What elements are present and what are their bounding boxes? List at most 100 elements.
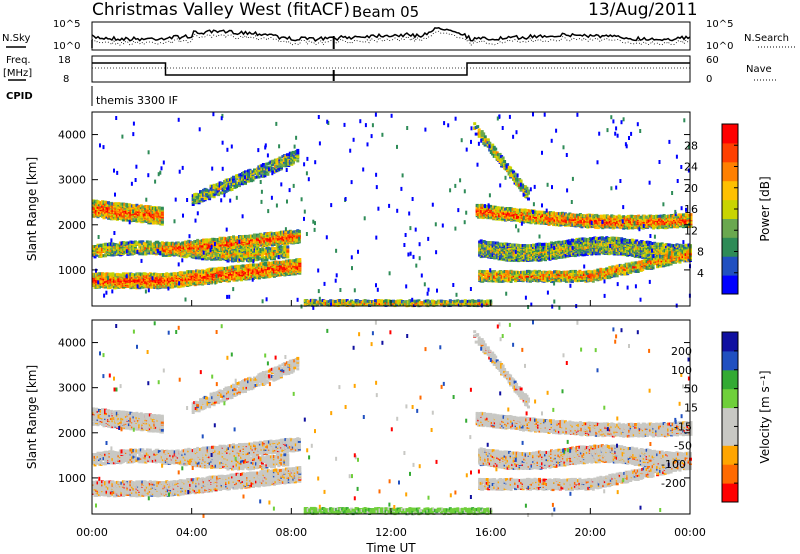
power-cell (160, 206, 164, 210)
nave-label: Nave (746, 64, 772, 75)
power-cell (293, 158, 297, 162)
power-cell (286, 252, 290, 256)
power-cell (212, 183, 216, 187)
power-cell (230, 188, 234, 191)
freq-unit: [MHz] (3, 68, 32, 79)
nsky-trace (91, 27, 691, 42)
power-cell (260, 171, 264, 175)
freq-panel-frame (91, 55, 691, 83)
power-cell (296, 148, 300, 152)
power-cell (126, 218, 130, 222)
cpid-text: themis 3300 IF (96, 94, 178, 107)
power-cell (201, 257, 205, 261)
power-cell (238, 182, 241, 186)
power-cell (112, 249, 116, 253)
power-cell (217, 189, 221, 193)
nave-tick-bottom: 0 (706, 74, 712, 85)
power-cell (279, 158, 283, 162)
power-cell (298, 271, 302, 275)
power-cell (160, 222, 164, 226)
power-cell (217, 193, 221, 197)
power-cell (278, 252, 282, 256)
power-cell (126, 251, 130, 255)
power-cell (263, 248, 267, 252)
power-cell (235, 185, 238, 189)
power-cell (298, 258, 302, 261)
power-cell (157, 242, 161, 246)
power-cell (286, 255, 290, 259)
power-cell (257, 175, 261, 179)
date-title: 13/Aug/2011 (588, 0, 698, 20)
power-cell (260, 253, 264, 257)
power-cell (144, 242, 148, 246)
power-cell (262, 250, 266, 254)
power-cell (247, 247, 251, 251)
power-cell (126, 213, 130, 217)
power-cell (296, 159, 300, 163)
power-cell (241, 259, 245, 263)
power-cell (194, 201, 198, 205)
power-cell (251, 178, 255, 182)
power-cell (111, 272, 115, 276)
power-cell (249, 263, 252, 267)
power-cell (297, 229, 301, 233)
power-cell (233, 179, 237, 183)
power-cell (205, 196, 209, 200)
power-cell (257, 168, 261, 172)
power-cell (126, 203, 130, 207)
nsearch-trace (91, 30, 691, 46)
power-cell (160, 220, 164, 224)
power-cell (232, 178, 235, 182)
power-cell (114, 202, 118, 206)
power-cell (260, 169, 264, 173)
power-cell (221, 181, 225, 185)
freq-label: Freq. (6, 55, 31, 66)
nsky-tick-top: 10^5 (53, 19, 80, 30)
power-cell (266, 246, 270, 250)
power-scatter (92, 112, 693, 310)
power-cell (132, 247, 136, 251)
power-cell (210, 257, 214, 261)
power-cell (126, 282, 130, 285)
power-cell (126, 273, 130, 277)
power-cell (93, 255, 97, 259)
power-cell (286, 245, 290, 249)
power-cell (141, 240, 145, 244)
nsearch-tick-top: 10^5 (706, 19, 733, 30)
power-cell (141, 252, 145, 256)
power-cell (170, 252, 174, 256)
power-cell (276, 243, 280, 246)
nsearch-tick-bottom: 10^0 (706, 41, 733, 52)
power-cell (256, 254, 260, 258)
power-cell (234, 253, 237, 257)
power-cell (263, 174, 267, 178)
power-cell (261, 163, 265, 166)
power-cell (126, 244, 130, 247)
power-cell (244, 181, 247, 184)
power-cell (232, 235, 235, 239)
power-cell (219, 257, 223, 261)
power-cell (196, 195, 200, 199)
power-cell (216, 251, 220, 255)
power-cell (196, 250, 200, 254)
power-cell (194, 192, 198, 196)
power-cell (266, 172, 270, 176)
power-cell (144, 272, 148, 276)
power-cell (226, 181, 230, 184)
power-cell (123, 247, 127, 251)
power-cell (226, 188, 230, 192)
power-cell (238, 184, 241, 188)
power-cell (126, 216, 130, 220)
power-cell (232, 175, 235, 179)
power-cell (298, 259, 302, 263)
station-title: Christmas Valley West (fitACF) (92, 0, 350, 20)
strip-traces (91, 27, 691, 81)
power-cell (183, 271, 187, 275)
power-cell (205, 188, 209, 192)
power-cell (160, 217, 164, 221)
nsky-label: N.Sky (2, 33, 30, 44)
power-cell (229, 186, 232, 190)
freq-trace (92, 62, 690, 76)
power-cell (145, 240, 149, 244)
